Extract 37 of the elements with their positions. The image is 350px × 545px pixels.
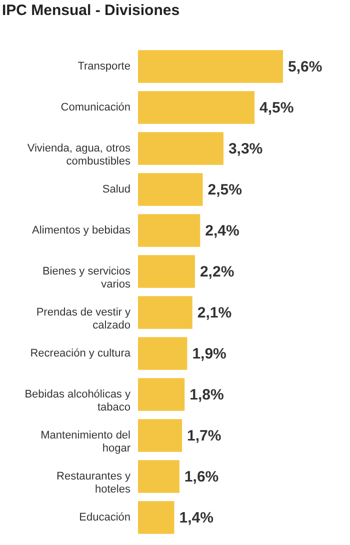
bar <box>138 378 185 411</box>
data-label: 2,4% <box>205 222 240 240</box>
y-tick-label: Transporte <box>78 60 130 72</box>
y-tick-label: Alimentos y bebidas <box>32 224 131 236</box>
data-label: 4,5% <box>260 100 294 116</box>
chart-title: IPC Mensual - Divisiones <box>2 2 180 19</box>
y-tick-label: Restaurantes y hoteles <box>56 470 131 496</box>
bar <box>138 255 195 288</box>
bar <box>138 419 182 452</box>
data-label: 1,8% <box>190 386 224 404</box>
y-tick-label: Recreación y cultura <box>30 348 132 360</box>
bar <box>138 337 188 370</box>
y-tick-label: Educación <box>79 512 130 524</box>
data-label: 2,2% <box>200 264 234 280</box>
y-tick-label: Bebidas alcohólicas y tabaco <box>24 388 131 414</box>
bar <box>138 296 192 329</box>
data-label: 3,3% <box>228 140 263 158</box>
bar <box>138 173 203 206</box>
data-label: 1,9% <box>192 346 226 362</box>
bar <box>138 460 180 493</box>
y-tick-label: Bienes y servicios varios <box>42 266 131 290</box>
data-label: 1,7% <box>187 428 222 444</box>
bar <box>138 501 174 534</box>
bar <box>138 91 255 124</box>
bar <box>138 214 200 247</box>
data-label: 2,1% <box>197 304 232 322</box>
y-tick-label: Comunicación <box>60 102 130 114</box>
bar <box>138 50 283 83</box>
bar <box>138 132 224 165</box>
y-tick-label: Prendas de vestir y calzado <box>36 306 131 332</box>
y-tick-label: Mantenimiento del hogar <box>40 430 131 454</box>
y-tick-label: Salud <box>102 184 130 196</box>
y-tick-label: Vivienda, agua, otros combustibles <box>27 142 131 168</box>
data-label: 2,5% <box>208 182 242 198</box>
data-label: 5,6% <box>288 58 322 76</box>
data-label: 1,4% <box>179 510 214 526</box>
data-label: 1,6% <box>184 468 219 486</box>
